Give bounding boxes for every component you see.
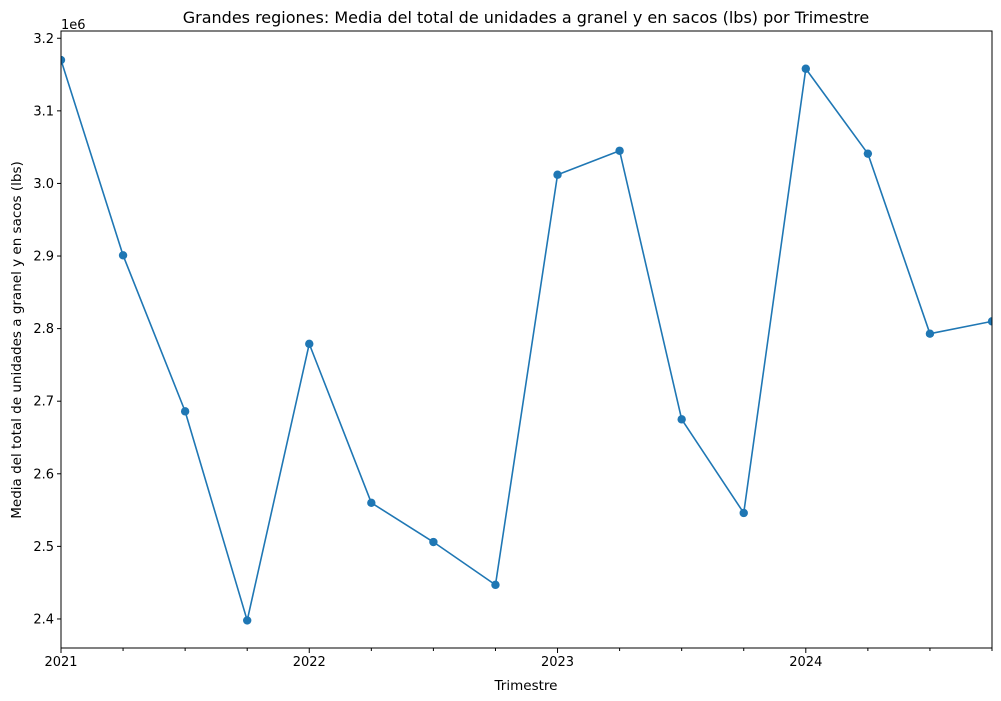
y-axis-label: Media del total de unidades a granel y e… [9,161,25,518]
data-point [863,149,873,158]
data-point [429,537,438,547]
data-point [677,415,686,424]
data-point [801,64,810,73]
chart-title: Grandes regiones: Media del total de uni… [183,8,870,27]
y-tick-label: 2.8 [33,322,54,337]
x-tick-label: 2021 [44,655,77,670]
axes-frame [60,30,993,649]
y-ticks: 2.4 2.5 2.6 2.7 2.8 2.9 3.0 3.1 3.2 [33,32,61,627]
data-point [305,339,314,349]
data-point [118,251,128,260]
x-tick-label: 2023 [541,655,574,670]
data-point [553,170,562,179]
y-tick-label: 2.4 [33,612,54,627]
y-tick-label: 3.0 [33,177,54,192]
y-tick-label: 2.6 [33,467,54,482]
data-point [739,508,748,518]
x-tick-label: 2022 [293,655,326,670]
data-point [925,329,935,338]
data-point [367,498,376,508]
y-tick-label: 2.9 [33,250,54,265]
series-line [61,59,992,622]
plot-area [61,55,992,625]
y-tick-label: 2.7 [33,395,54,410]
y-tick-label: 2.5 [33,540,54,555]
data-point [61,55,66,65]
data-point [180,407,190,416]
y-tick-label: 3.1 [33,104,54,119]
x-ticks: 2021 2022 2023 2024 [44,648,993,670]
data-point [243,616,252,625]
data-point [491,580,500,590]
data-point [615,146,624,155]
x-tick-label: 2024 [789,655,822,670]
y-offset-label: 1e6 [61,18,86,33]
x-axis-label: Trimestre [494,678,558,694]
data-point [987,317,992,326]
y-tick-label: 3.2 [33,32,54,47]
